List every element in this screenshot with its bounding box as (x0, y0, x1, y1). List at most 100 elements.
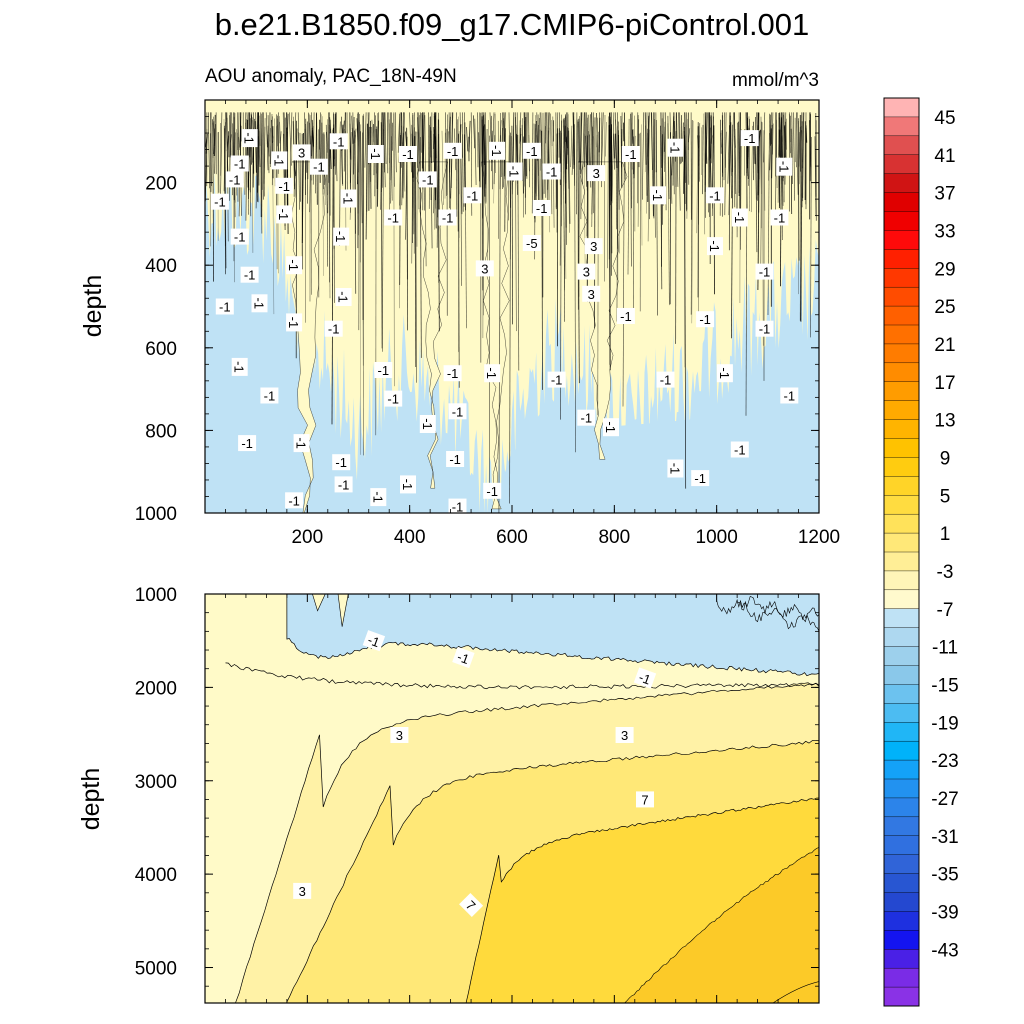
contour-label: -1 (443, 365, 462, 382)
contour-label-text: -1 (336, 291, 351, 303)
contour-label-text: -1 (328, 322, 340, 337)
contour-label-text: -1 (387, 392, 399, 407)
contour-label-text: 3 (593, 166, 600, 181)
contour-label: -1 (285, 492, 304, 509)
colorbar-label: 45 (934, 108, 955, 129)
colorbar-swatch (883, 703, 920, 723)
contour-label: -1 (446, 451, 465, 467)
colorbar-label: 33 (934, 221, 955, 242)
colorbar-swatch (883, 438, 920, 458)
contour-label: 3 (584, 238, 603, 255)
colorbar-swatch (883, 684, 920, 704)
colorbar-swatch (883, 419, 920, 439)
colorbar-label: -15 (931, 675, 958, 696)
upper-contour-lines (205, 112, 817, 513)
lower-ylabel: depth (77, 768, 105, 831)
contour-label: -1 (400, 475, 416, 494)
colorbar-swatch (883, 532, 920, 553)
colorbar-swatch (883, 608, 920, 629)
contour-label-text: -1 (625, 147, 637, 162)
upper-xtick-label: 800 (598, 527, 630, 548)
lower-contour-plot (205, 594, 819, 1003)
colorbar-swatch (883, 116, 920, 137)
colorbar-label: 1 (940, 524, 951, 545)
colorbar-swatch (883, 778, 920, 799)
contour-label-text: -1 (536, 201, 548, 216)
contour-label: 7 (636, 791, 654, 808)
upper-ylabel: depth (79, 275, 107, 338)
colorbar-swatch (883, 173, 920, 194)
upper-contour-labels: -1 -1 3 -1 -1 -1 -1 -1 -1 -1 -1 -1 -1 -1 3 -1 -1 -1 -1 -1 -1… (210, 129, 799, 515)
contour-label: 3 (475, 260, 494, 277)
contour-label-text: 3 (590, 239, 597, 254)
lower-ytick-label: 1000 (135, 585, 177, 606)
contour-label-text: -1 (699, 312, 711, 327)
contour-label-text: -1 (717, 367, 732, 379)
contour-label: -1 (547, 371, 566, 388)
contour-label: -1 (275, 177, 294, 194)
contour-label: -1 (633, 667, 657, 689)
contour-label: -1 (334, 476, 353, 493)
contour-label-text: -1 (286, 317, 301, 329)
contour-label: 3 (582, 285, 601, 302)
colorbar-swatch (883, 570, 920, 591)
contour-label: -1 (484, 364, 501, 383)
contour-label: -1 (770, 209, 789, 226)
contour-label: -1 (616, 308, 635, 324)
contour-label-text: -1 (219, 300, 231, 315)
contour-label-text: -1 (234, 230, 246, 245)
contour-label: -1 (532, 200, 551, 216)
upper-ytick-label: 600 (145, 339, 177, 360)
contour-label: -1 (241, 129, 258, 148)
contour-label-text: -1 (278, 179, 290, 194)
contour-label-text: -1 (455, 649, 471, 667)
lower-ytick-label: 3000 (135, 772, 177, 793)
contour-label: -1 (370, 488, 387, 507)
contour-label-text: -1 (734, 443, 746, 458)
colorbar-swatch (883, 986, 920, 1007)
lower-ytick-label: 4000 (135, 865, 177, 886)
colorbar-label: -43 (931, 940, 958, 961)
colorbar-label: 41 (934, 146, 955, 167)
contour-label: -1 (384, 209, 403, 226)
colorbar-swatch (883, 722, 920, 742)
contour-label: -1 (340, 189, 357, 208)
colorbar-swatch (883, 892, 920, 912)
contour-label: -1 (231, 357, 248, 376)
contour-label-text: -1 (759, 265, 771, 280)
colorbar-swatch (883, 797, 920, 818)
contour-label-text: -1 (442, 211, 454, 226)
upper-xtick-label: 200 (291, 527, 323, 548)
contour-label-text: -1 (486, 484, 498, 499)
contour-label: -1 (384, 390, 403, 407)
contour-label-text: -1 (707, 240, 722, 252)
contour-label: 3 (390, 727, 409, 743)
contour-label-text: -1 (452, 500, 464, 515)
contour-label-text: -1 (603, 421, 618, 433)
contour-label-text: -1 (241, 436, 253, 451)
colorbar-swatch (883, 97, 920, 118)
contour-label-text: -1 (637, 669, 653, 687)
contour-label: -1 (650, 186, 667, 205)
contour-label: -1 (260, 387, 279, 404)
contour-label-text: -1 (288, 493, 300, 508)
colorbar-label: -3 (937, 562, 954, 583)
contour-label-text: -1 (244, 268, 256, 283)
colorbar-swatch (883, 211, 920, 231)
contour-label: -1 (332, 454, 351, 471)
colorbar-swatch (883, 457, 920, 477)
contour-label: -1 (276, 205, 293, 224)
contour-label-text: -1 (449, 452, 461, 467)
colorbar-swatch (883, 835, 920, 856)
contour-label: -1 (419, 415, 436, 433)
contour-label-text: -1 (294, 437, 309, 449)
lower-contour-1 (225, 662, 819, 690)
colorbar-label: -35 (931, 865, 958, 886)
contour-label: -1 (309, 158, 328, 175)
colorbar-label: 29 (934, 259, 955, 280)
contour-label: -1 (333, 227, 350, 246)
contour-label: -1 (374, 362, 393, 378)
contour-label: -1 (522, 142, 541, 159)
colorbar-swatch (883, 476, 920, 496)
